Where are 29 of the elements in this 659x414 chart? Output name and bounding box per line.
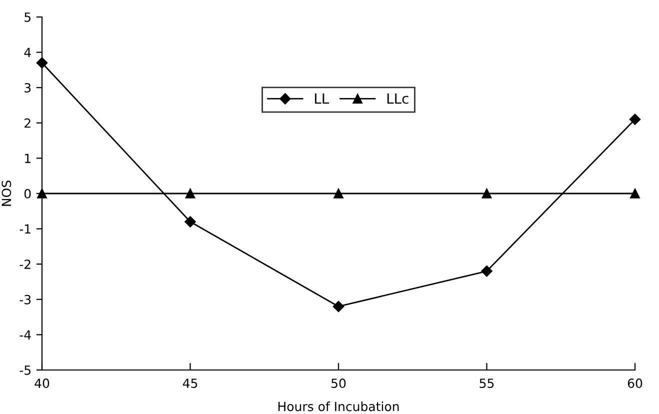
point bbox=[482, 188, 492, 198]
y-tick-label: 0 bbox=[24, 188, 31, 198]
point bbox=[36, 57, 48, 68]
y-tick-label: 2 bbox=[24, 118, 30, 128]
x-tick-label: 60 bbox=[628, 378, 642, 388]
y-tick-label: -2 bbox=[20, 260, 30, 269]
x-tick-label: 50 bbox=[332, 378, 346, 388]
y-tick-label: 1 bbox=[25, 154, 30, 163]
y-tick-label: 4 bbox=[24, 48, 31, 58]
y-axis-title: NOS bbox=[2, 180, 12, 206]
point bbox=[334, 188, 344, 198]
legend-label: LLc bbox=[387, 93, 408, 104]
y-tick-label: -4 bbox=[20, 330, 31, 340]
y-tick-label: -5 bbox=[20, 366, 30, 375]
y-tick-label: -1 bbox=[20, 224, 30, 234]
y-tick-label: 5 bbox=[24, 12, 30, 22]
y-tick-label: 3 bbox=[24, 83, 31, 93]
x-axis-title: Hours of Incubation bbox=[278, 402, 399, 412]
point bbox=[481, 266, 492, 277]
x-tick-label: 55 bbox=[480, 378, 494, 388]
legend-label: LL bbox=[315, 93, 330, 104]
point bbox=[185, 188, 196, 198]
point bbox=[629, 114, 641, 125]
y-tick-label: -3 bbox=[20, 294, 31, 304]
point bbox=[184, 216, 196, 228]
point bbox=[332, 300, 344, 312]
point bbox=[630, 188, 640, 198]
x-tick-label: 40 bbox=[34, 378, 50, 388]
x-tick-label: 45 bbox=[182, 378, 198, 388]
